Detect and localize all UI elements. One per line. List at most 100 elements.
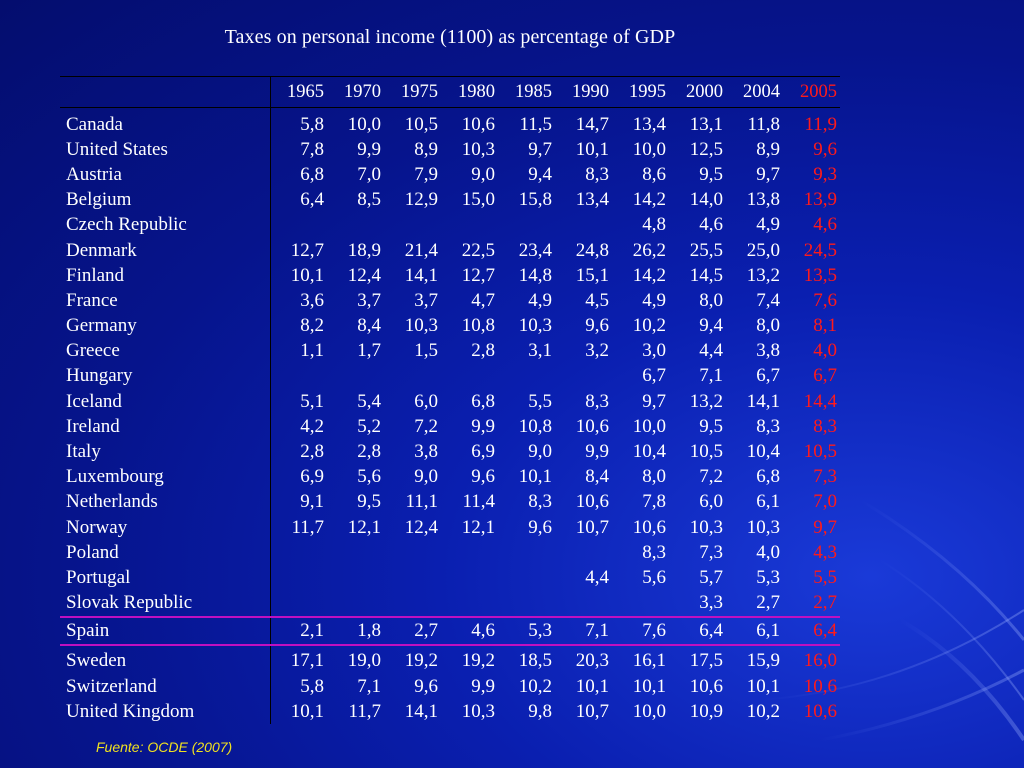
value-cell: 8,4 xyxy=(585,466,609,488)
value-cell: 13,4 xyxy=(575,189,609,211)
value-cell: 5,1 xyxy=(269,389,327,415)
value-cell xyxy=(384,213,441,238)
value-cell: 7,2 xyxy=(699,466,723,488)
value-cell: 9,9 xyxy=(471,675,495,697)
country-name: Norway xyxy=(66,516,128,538)
value-cell xyxy=(269,540,327,566)
value-cell: 14,8 xyxy=(518,264,552,286)
value-cell: 7,2 xyxy=(414,415,438,437)
value-cell: 2,8 xyxy=(269,439,327,465)
value-cell: 10,8 xyxy=(518,415,552,437)
source-note: Fuente: OCDE (2007) xyxy=(96,739,233,755)
year-header: 1965 xyxy=(269,76,327,108)
table-row: Czech Republic 4,8 4,6 4,9 4,6 xyxy=(60,212,840,238)
value-cell xyxy=(441,540,498,565)
country-name: Italy xyxy=(66,441,101,463)
value-cell: 12,1 xyxy=(347,516,381,538)
value-cell: 9,6 xyxy=(414,675,438,697)
value-cell: 10,6 xyxy=(803,675,837,697)
value-cell: 8,2 xyxy=(269,313,327,339)
country-name: Czech Republic xyxy=(66,214,187,236)
value-cell: 16,0 xyxy=(803,650,837,672)
value-cell: 9,6 xyxy=(528,516,552,538)
table-row: Sweden 17,1 19,0 19,2 19,2 18,5 20,3 16,1 17,5 15… xyxy=(60,644,840,674)
table-row: Italy 2,8 2,8 3,8 6,9 9,0 9,9 10,4 10,5 10,4 10,5 xyxy=(60,439,840,465)
value-cell: 9,6 xyxy=(813,138,837,160)
value-cell: 6,8 xyxy=(756,466,780,488)
value-cell: 4,6 xyxy=(699,214,723,236)
value-cell: 19,2 xyxy=(404,650,438,672)
value-cell: 9,9 xyxy=(585,441,609,463)
value-cell: 4,8 xyxy=(642,214,666,236)
value-cell xyxy=(498,565,555,590)
tax-table: 1965 1970 1975 1980 1985 1990 1995 2000 2004 2005… xyxy=(60,76,840,725)
value-cell: 6,8 xyxy=(269,162,327,188)
value-cell: 7,1 xyxy=(699,365,723,387)
value-cell: 14,7 xyxy=(575,113,609,135)
value-cell xyxy=(327,540,384,565)
value-cell: 8,5 xyxy=(357,189,381,211)
table-row: United Kingdom 10,1 11,7 14,1 10,3 9,8 10,7 10,… xyxy=(60,699,840,725)
value-cell: 14,5 xyxy=(689,264,723,286)
country-name: Finland xyxy=(66,264,125,286)
value-cell: 8,3 xyxy=(756,415,780,437)
value-cell: 4,4 xyxy=(585,566,609,588)
value-cell: 11,1 xyxy=(405,491,438,513)
value-cell: 7,1 xyxy=(555,615,612,646)
value-cell: 13,2 xyxy=(746,264,780,286)
value-cell: 10,1 xyxy=(575,138,609,160)
table-row: France 3,6 3,7 3,7 4,7 4,9 4,5 4,9 8,0 7,4 7,6 xyxy=(60,288,840,314)
year-header: 1985 xyxy=(498,76,555,108)
value-cell: 10,4 xyxy=(632,441,666,463)
year-header: 1980 xyxy=(441,76,498,108)
value-cell: 10,9 xyxy=(689,700,723,722)
table-row: Norway 11,7 12,1 12,4 12,1 9,6 10,7 10,6 10,3 10,… xyxy=(60,515,840,541)
value-cell xyxy=(498,364,555,389)
value-cell: 3,0 xyxy=(642,340,666,362)
value-cell: 24,5 xyxy=(803,239,837,261)
value-cell: 10,6 xyxy=(575,415,609,437)
value-cell: 4,6 xyxy=(813,214,837,236)
value-cell: 10,3 xyxy=(689,516,723,538)
value-cell: 9,0 xyxy=(528,441,552,463)
country-name: Switzerland xyxy=(66,675,157,697)
table-row: Iceland 5,1 5,4 6,0 6,8 5,5 8,3 9,7 13,2 14,1 14,4 xyxy=(60,389,840,415)
country-name: Luxembourg xyxy=(66,466,164,488)
value-cell: 5,3 xyxy=(756,566,780,588)
value-cell: 5,7 xyxy=(699,566,723,588)
value-cell xyxy=(555,213,612,238)
value-cell: 7,3 xyxy=(813,466,837,488)
value-cell: 8,0 xyxy=(642,466,666,488)
value-cell: 4,3 xyxy=(813,541,837,563)
value-cell: 9,7 xyxy=(756,163,780,185)
value-cell: 19,0 xyxy=(347,650,381,672)
value-cell: 4,9 xyxy=(756,214,780,236)
table-body: Canada 5,8 10,0 10,5 10,6 11,5 14,7 13,4 13,1 11,… xyxy=(60,107,840,725)
value-cell: 8,0 xyxy=(699,289,723,311)
value-cell: 9,3 xyxy=(813,163,837,185)
value-cell: 9,7 xyxy=(642,390,666,412)
value-cell xyxy=(441,591,498,617)
value-cell: 1,5 xyxy=(414,340,438,362)
value-cell: 10,7 xyxy=(575,700,609,722)
value-cell: 10,1 xyxy=(746,675,780,697)
value-cell: 12,1 xyxy=(461,516,495,538)
table-row: Austria 6,8 7,0 7,9 9,0 9,4 8,3 8,6 9,5 9,7 9,3 xyxy=(60,162,840,188)
country-name: Netherlands xyxy=(66,491,158,513)
table-row: Canada 5,8 10,0 10,5 10,6 11,5 14,7 13,4 13,1 11,… xyxy=(60,107,840,138)
value-cell: 9,9 xyxy=(357,138,381,160)
country-name: United States xyxy=(66,138,168,160)
value-cell: 2,7 xyxy=(813,592,837,614)
value-cell: 7,6 xyxy=(813,289,837,311)
value-cell: 2,8 xyxy=(357,441,381,463)
value-cell: 10,2 xyxy=(746,700,780,722)
value-cell: 5,5 xyxy=(813,566,837,588)
value-cell: 14,1 xyxy=(746,390,780,412)
value-cell: 15,1 xyxy=(575,264,609,286)
value-cell: 14,4 xyxy=(803,390,837,412)
value-cell: 3,6 xyxy=(269,288,327,314)
value-cell xyxy=(327,213,384,238)
value-cell xyxy=(269,212,327,238)
value-cell: 17,5 xyxy=(689,650,723,672)
value-cell: 9,6 xyxy=(471,466,495,488)
